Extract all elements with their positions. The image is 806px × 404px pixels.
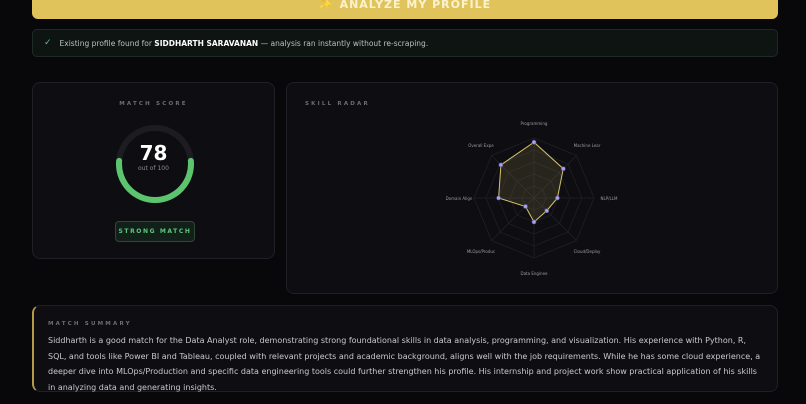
score-value: 78 <box>139 141 168 165</box>
radar-point <box>560 166 566 172</box>
radar-axis-label: Overall Expe <box>468 143 494 148</box>
radar-point <box>496 195 501 201</box>
radar-point <box>531 219 537 225</box>
radar-axis-line <box>533 155 577 199</box>
match-summary-title: MATCH SUMMARY <box>48 321 132 327</box>
radar-axis-label: Data Enginee <box>521 271 549 276</box>
radar-axis-label: Machine Lear <box>574 143 601 148</box>
radar-axis-label: Programming <box>521 121 548 126</box>
profile-name: SIDDHARTH SARAVANAN <box>154 38 259 48</box>
radar-axis-label: NLP/LLM <box>601 196 618 201</box>
skill-radar-title: SKILL RADAR <box>305 101 370 107</box>
score-gauge <box>116 125 194 203</box>
radar-axis-label: Domain Align <box>446 196 473 201</box>
check-icon: ✓ <box>44 38 52 48</box>
radar-point <box>523 204 528 209</box>
radar-axis-label: Cloud/Deploy <box>574 249 601 254</box>
match-score-title: MATCH SCORE <box>119 101 188 107</box>
radar-series-area <box>498 141 564 223</box>
radar-point <box>498 162 504 168</box>
radar-axis-line <box>491 155 535 199</box>
radar-axis-line <box>533 197 577 241</box>
radar-point <box>544 208 550 214</box>
radar-point <box>555 195 560 201</box>
match-summary-card: MATCH SUMMARY Siddharth is a good match … <box>32 305 778 392</box>
analyze-profile-button[interactable]: ✨ ANALYZE MY PROFILE <box>32 0 778 19</box>
radar-chart: Programming Machine Lear NLP/LLM Cloud/Depl… <box>446 121 618 276</box>
banner-prefix: Existing profile found for <box>59 38 152 48</box>
profile-found-banner: ✓ Existing profile found for SIDDHARTH S… <box>32 29 778 57</box>
radar-point <box>531 139 537 145</box>
banner-suffix: — analysis ran instantly without re-scra… <box>260 38 429 48</box>
sparkle-icon: ✨ <box>318 0 334 11</box>
radar-axis-label: MLOps/Produc <box>467 249 495 254</box>
match-summary-text: Siddharth is a good match for the Data A… <box>48 336 761 392</box>
match-score-card: MATCH SCORE 78 out of 100 STRONG MATCH <box>32 82 275 259</box>
score-sub: out of 100 <box>138 165 169 172</box>
strong-match-badge: STRONG MATCH <box>115 221 195 242</box>
skill-radar-card: SKILL RADAR Programming Machine Lear NLP/L… <box>286 82 778 294</box>
gauge-fill <box>116 157 194 203</box>
